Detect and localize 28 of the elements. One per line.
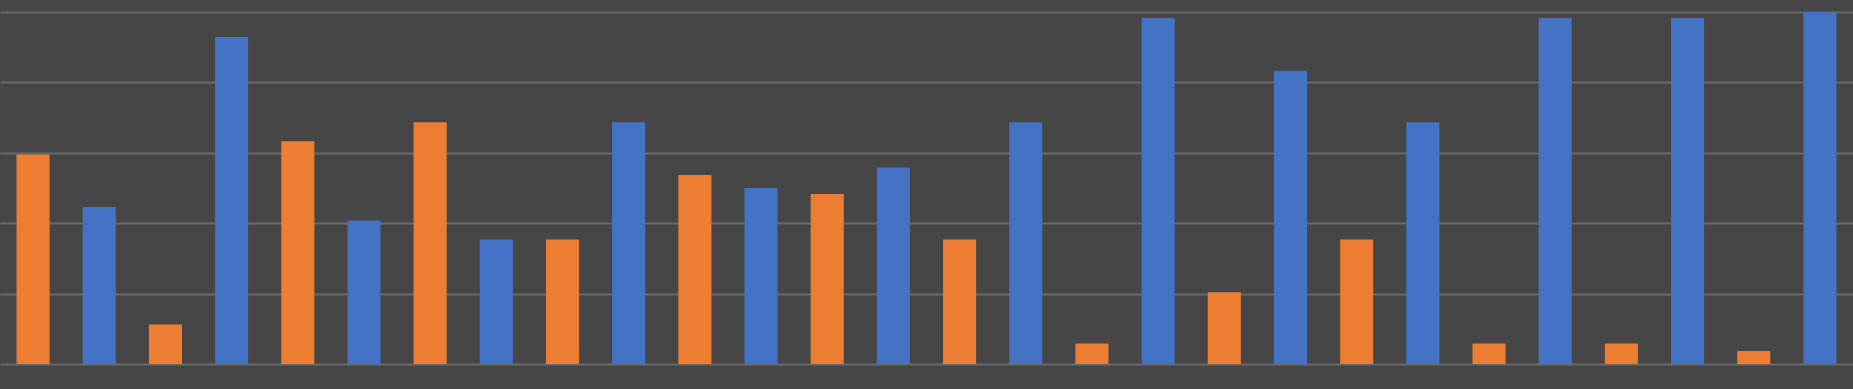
bar [1737,350,1771,364]
bar [1141,17,1175,364]
bar [678,174,712,364]
bar [16,154,50,364]
bar [612,122,646,364]
bar [1207,292,1241,364]
bar [1472,343,1506,364]
bar [1273,70,1308,364]
bar [347,220,381,364]
bar [1009,122,1043,364]
bar [1803,12,1837,364]
bar [479,239,513,364]
bar [943,239,977,364]
bar [1406,122,1440,364]
bar [1604,343,1638,364]
bar [1340,239,1374,364]
bar [1538,17,1572,364]
bar [215,36,249,364]
bar [82,207,116,364]
bar [413,122,447,364]
bar [148,324,182,364]
bar [1075,343,1109,364]
bar [876,167,910,364]
bar [1671,17,1705,364]
bar [744,188,778,364]
bar [810,193,844,364]
bar [545,239,580,364]
bar [281,141,315,364]
